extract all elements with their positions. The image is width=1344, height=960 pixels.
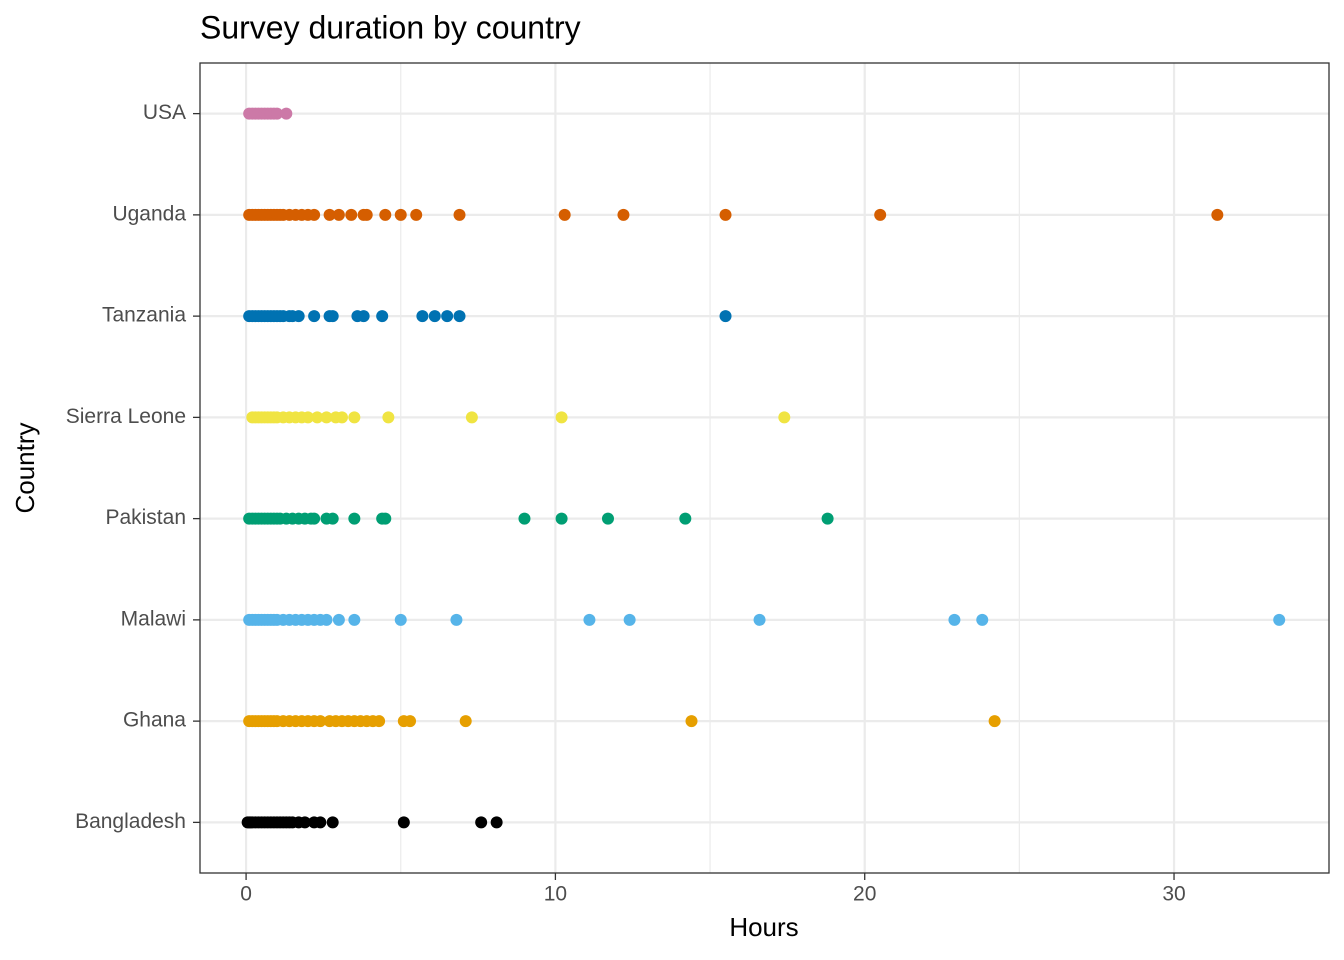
point bbox=[441, 310, 454, 323]
point bbox=[360, 208, 373, 221]
point bbox=[1273, 613, 1286, 626]
point bbox=[490, 816, 503, 829]
point bbox=[465, 411, 478, 424]
point bbox=[617, 208, 630, 221]
point bbox=[348, 512, 361, 525]
panel-border bbox=[199, 62, 1330, 874]
point bbox=[874, 208, 887, 221]
point bbox=[308, 310, 321, 323]
point bbox=[821, 512, 834, 525]
axes: 0 10 20 30 Bangladesh Ghana Malawi Pakistan Sier… bbox=[66, 101, 1186, 905]
point bbox=[271, 107, 284, 120]
y-tick-label: Tanzania bbox=[102, 304, 186, 327]
point bbox=[376, 310, 389, 323]
point bbox=[475, 816, 488, 829]
point bbox=[298, 816, 311, 829]
x-tick-label: 0 bbox=[240, 883, 252, 906]
point bbox=[394, 613, 407, 626]
marks bbox=[241, 107, 1286, 829]
point bbox=[308, 512, 321, 525]
point bbox=[292, 310, 305, 323]
point bbox=[753, 613, 766, 626]
point bbox=[301, 411, 314, 424]
point bbox=[679, 512, 692, 525]
point bbox=[1211, 208, 1224, 221]
y-tick-label: Sierra Leone bbox=[66, 405, 186, 428]
point bbox=[404, 715, 417, 728]
y-tick-label: Ghana bbox=[123, 709, 186, 732]
point bbox=[314, 715, 327, 728]
point bbox=[450, 613, 463, 626]
point bbox=[308, 208, 321, 221]
point bbox=[623, 613, 636, 626]
point bbox=[394, 208, 407, 221]
point bbox=[976, 613, 989, 626]
point bbox=[685, 715, 698, 728]
y-axis-title: Country bbox=[10, 422, 40, 513]
point bbox=[453, 208, 466, 221]
point bbox=[778, 411, 791, 424]
point bbox=[280, 107, 293, 120]
point bbox=[453, 310, 466, 323]
point bbox=[397, 816, 410, 829]
y-tick-label: Uganda bbox=[112, 202, 186, 225]
y-tick-label: Bangladesh bbox=[75, 810, 186, 833]
point bbox=[583, 613, 596, 626]
point bbox=[345, 208, 358, 221]
y-tick-label: Pakistan bbox=[105, 506, 186, 529]
point bbox=[332, 613, 345, 626]
point bbox=[379, 208, 392, 221]
chart-title: Survey duration by country bbox=[200, 9, 581, 45]
point bbox=[719, 310, 732, 323]
y-tick-label: Malawi bbox=[121, 607, 186, 630]
point bbox=[719, 208, 732, 221]
point bbox=[311, 411, 324, 424]
point bbox=[320, 411, 333, 424]
point bbox=[326, 310, 339, 323]
point bbox=[326, 512, 339, 525]
point bbox=[320, 613, 333, 626]
point bbox=[555, 411, 568, 424]
point bbox=[379, 512, 392, 525]
point bbox=[601, 512, 614, 525]
point bbox=[323, 208, 336, 221]
point bbox=[335, 411, 348, 424]
point bbox=[988, 715, 1001, 728]
point bbox=[410, 208, 423, 221]
y-tick-label: USA bbox=[143, 101, 186, 124]
point bbox=[348, 411, 361, 424]
point bbox=[428, 310, 441, 323]
x-tick-label: 20 bbox=[853, 883, 876, 906]
point bbox=[332, 208, 345, 221]
point bbox=[348, 613, 361, 626]
x-tick-label: 10 bbox=[544, 883, 567, 906]
point bbox=[948, 613, 961, 626]
point bbox=[373, 715, 386, 728]
point bbox=[459, 715, 472, 728]
point bbox=[558, 208, 571, 221]
point bbox=[314, 816, 327, 829]
point bbox=[357, 310, 370, 323]
point bbox=[326, 816, 339, 829]
point bbox=[416, 310, 429, 323]
point bbox=[518, 512, 531, 525]
x-axis-title: Hours bbox=[729, 912, 798, 942]
point bbox=[382, 411, 395, 424]
x-tick-label: 30 bbox=[1162, 883, 1185, 906]
point bbox=[555, 512, 568, 525]
